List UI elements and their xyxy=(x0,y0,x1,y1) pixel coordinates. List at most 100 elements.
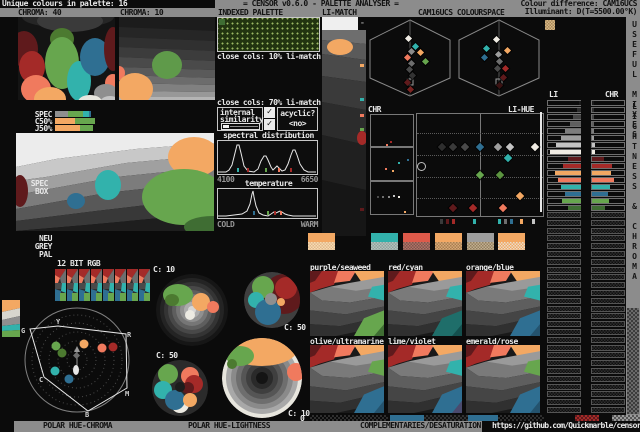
spectral-title: spectral distribution xyxy=(223,131,314,140)
spectral-tick xyxy=(237,168,239,172)
li-chr-empty-row xyxy=(547,274,625,282)
li-chr-row xyxy=(547,198,625,205)
chr-bar-box xyxy=(591,156,625,162)
chr-bar-dither xyxy=(591,367,625,374)
spec-row-label: SPEC xyxy=(34,110,53,119)
hue-tick xyxy=(473,219,476,224)
li-match-label: LI-MATCH xyxy=(322,8,357,17)
li-hue-gridline-1 xyxy=(417,133,543,134)
footer-url[interactable]: https://github.com/Quickmarble/censor xyxy=(492,421,640,430)
li-chr-row xyxy=(547,205,625,212)
spec-box-label-line1: SPEC xyxy=(30,179,49,188)
li-bar-dither xyxy=(547,297,581,304)
polar-vertex-y: Y xyxy=(56,318,61,326)
chr-scatter-point xyxy=(407,159,409,161)
temperature-tick xyxy=(267,211,269,215)
complementary-tile xyxy=(388,345,462,413)
li-bar-dither xyxy=(547,243,581,250)
rgb12-tile xyxy=(139,269,150,301)
li-bar-dither xyxy=(547,391,581,398)
li-chr-row xyxy=(547,107,625,114)
similarity-checkbox-1[interactable]: ✓ xyxy=(264,107,275,118)
useful-mixes-grid xyxy=(545,20,625,90)
chr-bar-fill xyxy=(592,129,594,133)
li-hue-cursor-marker xyxy=(417,162,426,171)
li-match-tick xyxy=(360,98,364,101)
rgb12-tile xyxy=(115,269,126,301)
acyclic-value[interactable]: <no> xyxy=(288,119,307,128)
hue-tick xyxy=(452,219,455,224)
similarity-checkbox-2[interactable]: ✓ xyxy=(264,119,275,130)
right-strip-dither xyxy=(627,308,639,414)
spectral-tick xyxy=(247,168,249,172)
rgb12-tile xyxy=(103,269,114,301)
li-bar-fill xyxy=(563,164,581,168)
chr-bar-box xyxy=(591,205,625,211)
footer-deco-block xyxy=(498,415,544,421)
chr-bar-box xyxy=(591,198,625,204)
footer-deco-block xyxy=(424,415,468,421)
li-chr-empty-row xyxy=(547,321,625,329)
chr-bar-dither xyxy=(591,258,625,265)
j50-bar xyxy=(55,125,212,131)
chr-scatter-point xyxy=(398,162,400,164)
strip-zero-label: 0 xyxy=(300,414,305,423)
mix-pair-dither xyxy=(435,242,462,250)
chr-bar-dither xyxy=(591,274,625,281)
header-left-black xyxy=(0,0,215,8)
spectral-min-label: 4100 xyxy=(217,175,235,184)
li-bar-fill xyxy=(561,185,581,189)
chr-bar-fill xyxy=(592,115,594,119)
chr-scatter-box-3 xyxy=(370,181,414,215)
spec-box-map xyxy=(16,133,214,231)
spectral-max-label: 6650 xyxy=(300,175,319,184)
li-chr-row xyxy=(547,170,625,177)
palette-metric-segment xyxy=(55,118,75,124)
chr-bar-fill xyxy=(592,136,594,140)
chr-bar-dither xyxy=(591,391,625,398)
chr-bar-fill xyxy=(592,178,614,182)
chr-bar-fill xyxy=(592,108,594,112)
polar-lightness-label-3: C: 50 xyxy=(156,351,178,360)
neu-row-label: NEU xyxy=(39,234,52,243)
close-cols-70-label: close cols: 70% li-match xyxy=(217,98,321,107)
li-bar-dither xyxy=(547,305,581,312)
chr-scatter-point xyxy=(390,141,392,143)
complementary-tile xyxy=(466,345,540,413)
li-bar-dither xyxy=(547,336,581,343)
temperature-curve xyxy=(218,190,316,217)
chr-bar-dither xyxy=(591,399,625,406)
li-bar-dither xyxy=(547,313,581,320)
similarity-slider-track xyxy=(230,126,258,127)
spectral-tick xyxy=(265,168,267,172)
chr-scatter-point xyxy=(404,211,406,213)
li-chr-empty-row xyxy=(547,282,625,290)
polar-hue-lightness-charts xyxy=(152,272,302,418)
chr-bar-dither xyxy=(591,383,625,390)
footer-deco-block xyxy=(310,415,388,421)
polar-vertex-b: B xyxy=(85,411,89,418)
chr-bar-fill xyxy=(592,206,605,210)
li-bar-fill xyxy=(561,136,581,140)
app-title: = CENSOR v0.6.0 - PALETTE ANALYSER = xyxy=(243,0,399,8)
chr-bar-dither xyxy=(591,219,625,226)
chr-bar-dither xyxy=(591,235,625,242)
li-bar-fill xyxy=(556,143,581,147)
complementary-tile xyxy=(466,271,540,336)
similarity-slider-handle[interactable] xyxy=(223,125,229,128)
chr-scatter-point xyxy=(393,195,395,197)
palette-metric-segment xyxy=(55,111,68,117)
li-match-histogram xyxy=(322,30,366,236)
li-match-tick xyxy=(360,64,364,67)
spec-box-label-line2: BOX xyxy=(35,187,48,196)
li-match-tick xyxy=(360,208,364,211)
cam16ucs-cubes xyxy=(369,19,540,97)
similarity-slider[interactable] xyxy=(221,123,260,130)
chr-bar-box xyxy=(591,163,625,169)
li-chr-empty-row xyxy=(547,336,625,345)
internal-similarity-line1: internal xyxy=(220,108,255,117)
chr-bar-dither xyxy=(591,352,625,359)
chr-bar-box xyxy=(591,170,625,176)
chr-bar-fill xyxy=(592,164,612,168)
